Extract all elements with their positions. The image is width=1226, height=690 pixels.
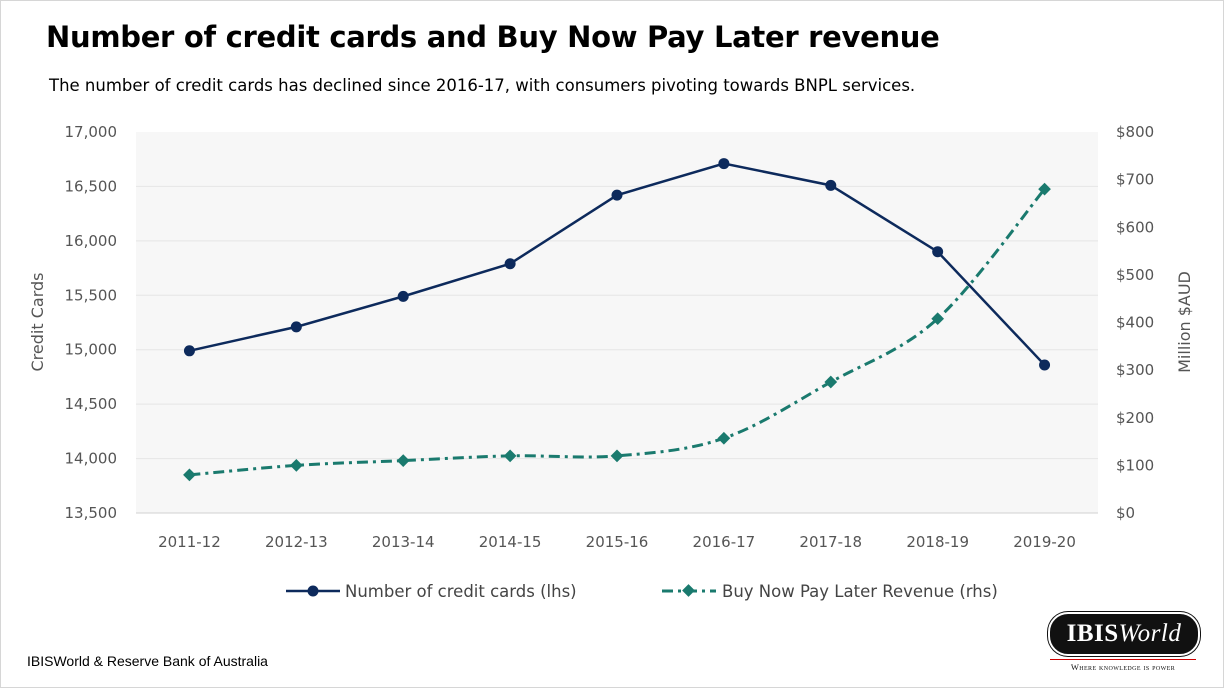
right-tick-label: $500 bbox=[1116, 266, 1154, 284]
x-tick-label: 2015-16 bbox=[586, 533, 649, 551]
right-tick-label: $0 bbox=[1116, 504, 1135, 522]
legend-item-credit-cards: Number of credit cards (lhs) bbox=[286, 582, 577, 601]
right-tick-label: $400 bbox=[1116, 314, 1154, 332]
legend-marker-credit-cards bbox=[307, 585, 319, 597]
source-note: IBISWorld & Reserve Bank of Australia bbox=[27, 653, 268, 669]
bnpl-point bbox=[289, 459, 303, 472]
x-axis-ticks: 2011-12 2012-13 2013-14 2014-15 2015-16 2016-… bbox=[158, 533, 1076, 551]
x-tick-label: 2014-15 bbox=[479, 533, 542, 551]
right-tick-label: $700 bbox=[1116, 171, 1154, 189]
right-axis-ticks: $800 $700 $600 $500 $400 $300 $200 $100 $0 bbox=[1116, 123, 1154, 522]
credit-cards-point bbox=[397, 290, 409, 302]
credit-cards-point bbox=[932, 246, 944, 258]
credit-cards-point bbox=[611, 189, 623, 201]
credit-cards-point bbox=[1039, 359, 1051, 371]
chart-title: Number of credit cards and Buy Now Pay L… bbox=[46, 20, 940, 54]
logo-name-bold: IBIS bbox=[1066, 620, 1119, 647]
right-tick-label: $300 bbox=[1116, 361, 1154, 379]
bnpl-point bbox=[503, 449, 517, 463]
bnpl-point bbox=[183, 468, 196, 482]
x-tick-label: 2017-18 bbox=[799, 533, 862, 551]
legend: Number of credit cards (lhs) Buy Now Pay… bbox=[286, 582, 998, 601]
x-tick-label: 2019-20 bbox=[1013, 533, 1076, 551]
x-tick-label: 2012-13 bbox=[265, 533, 328, 551]
credit-cards-point bbox=[290, 321, 302, 333]
right-axis-title: Million $AUD bbox=[1175, 271, 1194, 373]
credit-cards-point bbox=[825, 179, 837, 191]
logo-badge: IBIS World bbox=[1048, 612, 1200, 656]
gridlines bbox=[136, 185, 1098, 514]
legend-marker-bnpl bbox=[682, 584, 695, 597]
left-tick-label: 15,500 bbox=[65, 286, 118, 304]
bnpl-line bbox=[189, 188, 1046, 477]
left-tick-label: 14,000 bbox=[65, 450, 118, 468]
left-tick-label: 17,000 bbox=[65, 123, 118, 141]
left-tick-label: 13,500 bbox=[65, 504, 118, 522]
right-tick-label: $800 bbox=[1116, 123, 1154, 141]
bnpl-point bbox=[396, 454, 410, 467]
credit-cards-point bbox=[183, 345, 195, 357]
right-tick-label: $600 bbox=[1116, 218, 1154, 236]
legend-item-bnpl: Buy Now Pay Later Revenue (rhs) bbox=[662, 582, 998, 601]
left-axis-ticks: 17,000 16,500 16,000 15,500 15,000 14,500 14,0… bbox=[65, 123, 118, 522]
x-tick-label: 2018-19 bbox=[906, 533, 969, 551]
left-tick-label: 16,000 bbox=[65, 232, 118, 250]
left-tick-label: 14,500 bbox=[65, 395, 118, 413]
chart-subtitle: The number of credit cards has declined … bbox=[49, 76, 916, 95]
credit-cards-point bbox=[718, 158, 730, 170]
right-tick-label: $100 bbox=[1116, 456, 1154, 474]
logo-name-italic: World bbox=[1118, 620, 1182, 647]
left-axis-title: Credit Cards bbox=[28, 273, 47, 372]
x-tick-label: 2016-17 bbox=[693, 533, 756, 551]
legend-label-bnpl: Buy Now Pay Later Revenue (rhs) bbox=[722, 582, 998, 601]
left-tick-label: 16,500 bbox=[65, 177, 118, 195]
left-tick-label: 15,000 bbox=[65, 341, 118, 359]
x-tick-label: 2011-12 bbox=[158, 533, 221, 551]
right-tick-label: $200 bbox=[1116, 409, 1154, 427]
ibisworld-logo: IBIS World Where knowledge is power bbox=[1048, 612, 1200, 674]
logo-tagline: Where knowledge is power bbox=[1050, 659, 1196, 672]
x-tick-label: 2013-14 bbox=[372, 533, 435, 551]
credit-cards-point bbox=[504, 258, 516, 270]
legend-label-credit-cards: Number of credit cards (lhs) bbox=[345, 582, 577, 601]
series-credit-cards bbox=[183, 158, 1051, 371]
